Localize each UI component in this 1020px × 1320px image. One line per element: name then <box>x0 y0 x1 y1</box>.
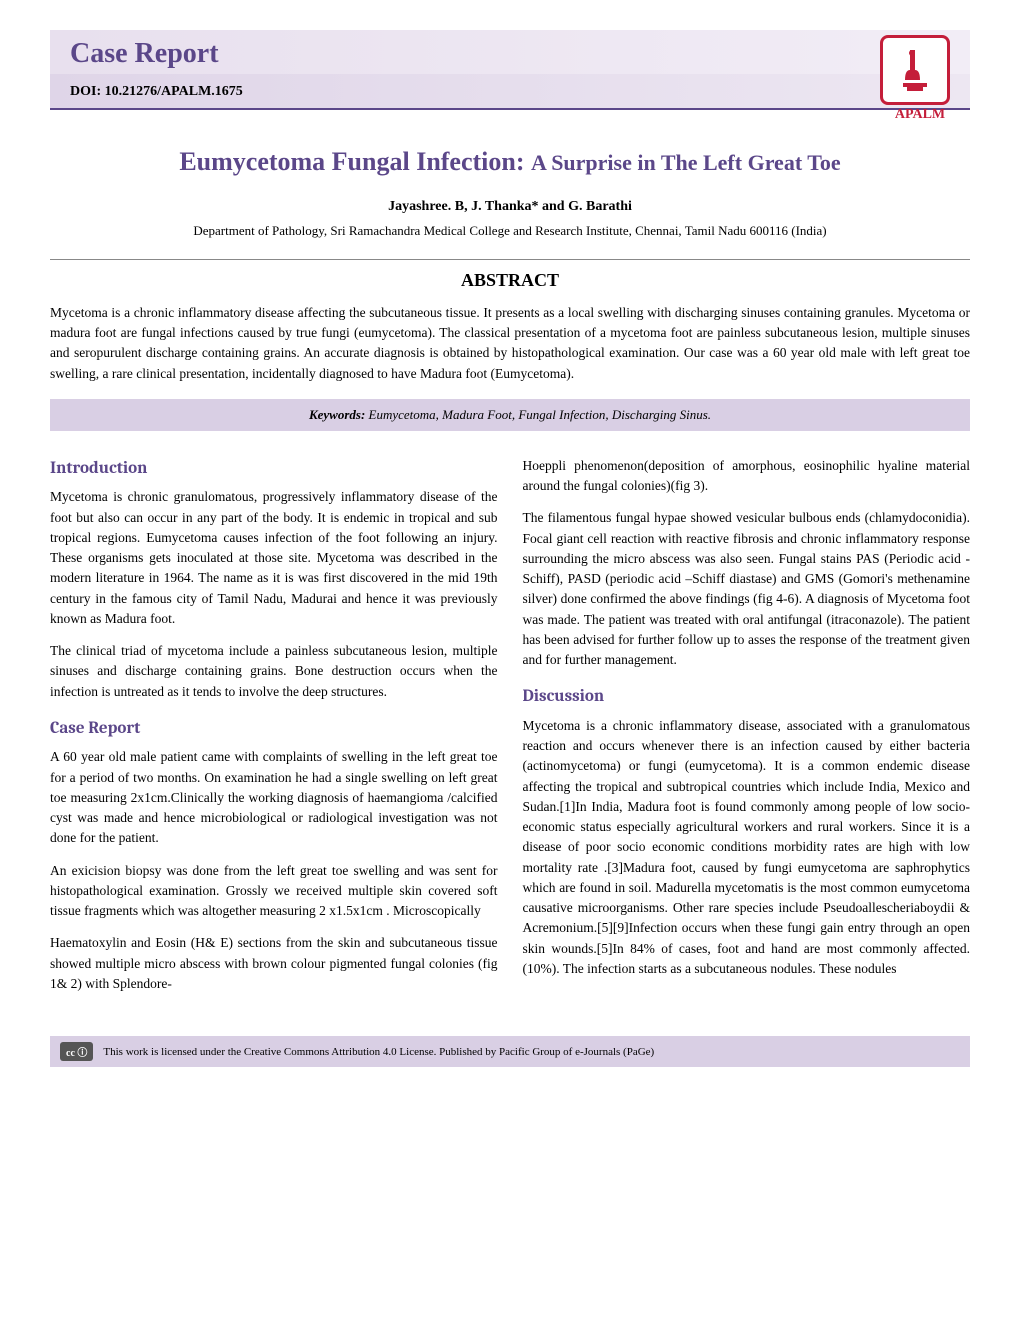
left-column: Introduction Mycetoma is chronic granulo… <box>50 456 498 1006</box>
discussion-p1: Mycetoma is a chronic inflammatory disea… <box>523 716 971 979</box>
case-report-banner: Case Report <box>50 30 970 74</box>
case-report-p2: An exicision biopsy was done from the le… <box>50 861 498 922</box>
microscope-icon <box>895 45 935 95</box>
footer-bar: cc ⓘ This work is licensed under the Cre… <box>50 1036 970 1067</box>
doi-text: DOI: 10.21276/APALM.1675 <box>70 84 243 99</box>
logo-label: APALM <box>880 107 960 123</box>
abstract-text: Mycetoma is a chronic inflammatory disea… <box>50 303 970 384</box>
header-section: Case Report DOI: 10.21276/APALM.1675 APA… <box>50 30 970 110</box>
title-section: Eumycetoma Fungal Infection: A Surprise … <box>50 145 970 179</box>
abstract-section: ABSTRACT Mycetoma is a chronic inflammat… <box>50 259 970 384</box>
cc-badge-icon: cc ⓘ <box>60 1042 93 1061</box>
case-report-heading: Case Report <box>50 716 498 742</box>
content-columns: Introduction Mycetoma is chronic granulo… <box>50 456 970 1006</box>
col2-continuation-p2: The filamentous fungal hypae showed vesi… <box>523 508 971 670</box>
case-report-p3: Haematoxylin and Eosin (H& E) sections f… <box>50 933 498 994</box>
case-report-label: Case Report <box>70 38 950 70</box>
main-title: Eumycetoma Fungal Infection: A Surprise … <box>50 145 970 179</box>
page-container: Case Report DOI: 10.21276/APALM.1675 APA… <box>0 0 1020 1087</box>
discussion-heading: Discussion <box>523 684 971 710</box>
case-report-p1: A 60 year old male patient came with com… <box>50 747 498 848</box>
right-column: Hoeppli phenomenon(deposition of amorpho… <box>523 456 971 1006</box>
authors: Jayashree. B, J. Thanka* and G. Barathi <box>50 199 970 215</box>
doi-banner: DOI: 10.21276/APALM.1675 <box>50 74 970 110</box>
col2-continuation-p1: Hoeppli phenomenon(deposition of amorpho… <box>523 456 971 497</box>
logo-box <box>880 35 950 105</box>
introduction-heading: Introduction <box>50 456 498 482</box>
introduction-p2: The clinical triad of mycetoma include a… <box>50 641 498 702</box>
introduction-p1: Mycetoma is chronic granulomatous, progr… <box>50 487 498 629</box>
affiliation: Department of Pathology, Sri Ramachandra… <box>50 223 970 239</box>
title-subtitle: A Surprise in The Left Great Toe <box>531 150 841 175</box>
abstract-heading: ABSTRACT <box>50 259 970 291</box>
title-main: Eumycetoma Fungal Infection: <box>179 147 524 176</box>
keywords-text: Eumycetoma, Madura Foot, Fungal Infectio… <box>365 407 711 422</box>
license-text: This work is licensed under the Creative… <box>103 1046 654 1058</box>
keywords-banner: Keywords: Eumycetoma, Madura Foot, Funga… <box>50 399 970 431</box>
keywords-label: Keywords: <box>309 407 365 422</box>
logo-container: APALM <box>880 35 960 125</box>
